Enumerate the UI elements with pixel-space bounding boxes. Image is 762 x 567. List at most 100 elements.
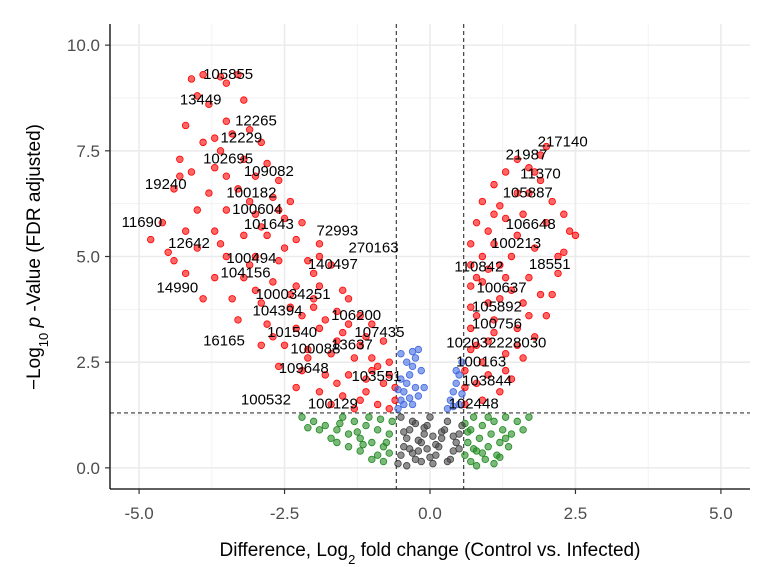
data-point-significant (484, 299, 492, 307)
data-point-p_value_only (411, 354, 420, 362)
data-point-significant (181, 121, 190, 130)
data-point-not_significant (420, 424, 428, 432)
data-point-not_significant (397, 413, 405, 421)
data-point-significant (362, 375, 370, 383)
data-point-significant (228, 130, 236, 138)
data-point-significant (269, 278, 277, 286)
data-point-significant (350, 354, 359, 362)
gene-label: 104394 (253, 303, 303, 320)
data-point-p_value_only (394, 404, 402, 413)
data-point-significant (280, 244, 289, 252)
data-point-fold_change_only (315, 426, 324, 434)
data-point-significant (280, 214, 289, 223)
y-tick-label: 0.0 (76, 459, 100, 478)
data-point-significant (193, 244, 201, 252)
gene-label: 103844 (462, 372, 512, 389)
data-point-significant (176, 172, 184, 180)
data-point-significant (373, 362, 382, 371)
data-point-significant (286, 303, 295, 311)
axis-title-text: −Log (24, 347, 45, 390)
data-point-fold_change_only (490, 417, 498, 426)
data-point-significant (240, 155, 248, 163)
data-point-significant (519, 299, 527, 307)
data-point-significant (280, 341, 289, 349)
data-point-p_value_only (417, 366, 425, 375)
gene-label: 140497 (308, 256, 358, 273)
data-point-significant (356, 311, 364, 320)
data-point-significant (542, 311, 551, 320)
data-point-significant (478, 197, 487, 206)
data-point-significant (199, 71, 207, 79)
data-point-significant (560, 210, 568, 218)
data-point-significant (554, 252, 562, 261)
data-point-not_significant (426, 453, 434, 461)
data-point-significant (339, 328, 347, 337)
data-point-significant (251, 172, 260, 180)
data-point-significant (309, 295, 318, 303)
gene-label: 105892 (472, 298, 522, 315)
data-point-significant (222, 252, 231, 261)
data-point-significant (245, 125, 254, 134)
data-point-significant (525, 164, 533, 172)
data-point-fold_change_only (461, 451, 469, 459)
data-point-significant (490, 180, 498, 189)
data-point-p_value_only (403, 358, 411, 366)
gene-label: 109082 (244, 163, 294, 180)
data-point-significant (513, 189, 521, 197)
data-point-significant (467, 345, 475, 354)
data-point-not_significant (405, 445, 414, 453)
gene-label: 100637 (477, 279, 527, 296)
data-point-significant (501, 214, 510, 223)
gene-label: 100604 (232, 201, 282, 218)
data-point-not_significant (397, 451, 405, 459)
data-point-not_significant (455, 445, 463, 453)
data-point-significant (519, 210, 527, 218)
gene-label: 13637 (331, 337, 373, 354)
data-point-fold_change_only (298, 413, 306, 421)
data-point-fold_change_only (356, 434, 364, 442)
data-point-significant (373, 400, 382, 409)
axis-title-text: -Value (FDR adjusted) (24, 124, 45, 317)
data-point-significant (333, 307, 341, 316)
data-point-p_value_only (397, 350, 405, 358)
data-point-significant (275, 206, 283, 214)
data-point-significant (379, 337, 388, 345)
data-point-not_significant (394, 459, 402, 468)
gene-label: 270163 (349, 239, 399, 256)
data-point-significant (501, 273, 510, 282)
data-point-significant (484, 227, 492, 235)
data-point-significant (245, 197, 254, 206)
gene-label: 100182 (226, 184, 276, 201)
data-point-fold_change_only (365, 413, 373, 421)
data-point-significant (286, 290, 295, 299)
axis-title-italic: p (24, 317, 45, 333)
data-point-significant (531, 168, 539, 176)
data-point-significant (536, 151, 545, 159)
data-point-significant (507, 252, 516, 261)
y-tick-label: 5.0 (76, 248, 100, 267)
data-point-fold_change_only (385, 430, 393, 438)
gene-label: 100494 (226, 250, 276, 267)
gene-label: 13449 (180, 91, 222, 108)
data-point-significant (245, 261, 254, 269)
data-point-significant (490, 210, 498, 218)
data-point-significant (211, 273, 219, 282)
data-point-not_significant (423, 445, 431, 453)
data-point-significant (205, 100, 213, 109)
data-point-significant (513, 155, 521, 163)
data-point-significant (321, 316, 329, 324)
gene-label: 100129 (308, 396, 358, 413)
data-point-significant (478, 278, 487, 286)
gene-label: 105855 (203, 66, 253, 83)
data-point-p_value_only (405, 371, 414, 379)
axes: -5.0 -2.5 0.0 2.5 5.0 0.0 2.5 5.0 7.5 10.0 (67, 24, 750, 523)
data-point-significant (501, 350, 510, 358)
data-point-significant (292, 282, 300, 290)
data-point-significant (531, 333, 539, 341)
data-point-fold_change_only (469, 445, 478, 453)
data-point-significant (356, 341, 364, 349)
axis-title-text: fold change (Control vs. Infected) (355, 540, 640, 561)
data-points (147, 71, 580, 470)
data-point-significant (234, 71, 242, 79)
